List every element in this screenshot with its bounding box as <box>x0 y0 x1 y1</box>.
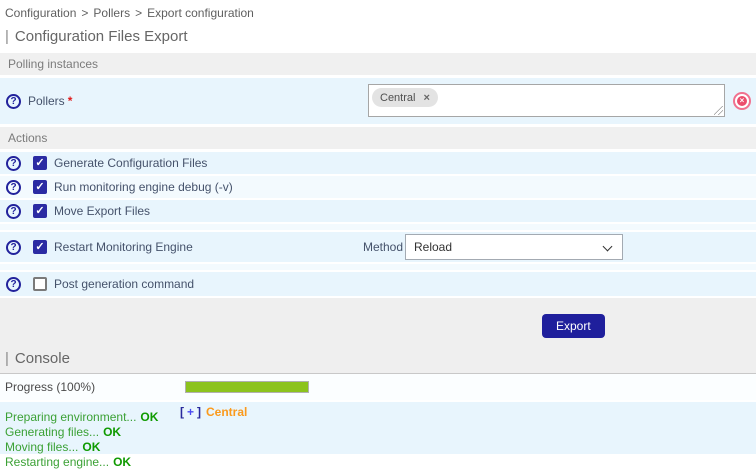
post-generation-label: Post generation command <box>54 277 195 291</box>
title-bar-decoration: | <box>5 28 9 45</box>
log-line: Moving files... OK <box>5 440 158 455</box>
move-files-label: Move Export Files <box>54 204 151 218</box>
help-icon[interactable]: ? <box>6 276 21 292</box>
run-debug-label: Run monitoring engine debug (-v) <box>54 180 233 194</box>
log-line: Generating files... OK <box>5 425 158 440</box>
row-spacer <box>0 224 756 230</box>
console-title: | Console <box>5 350 756 367</box>
progress-bar <box>185 381 309 393</box>
expander-bracket: ] <box>197 405 202 419</box>
progress-percent-text: (100%) <box>56 380 96 394</box>
log-line: Preparing environment... OK <box>5 410 158 425</box>
log-lines: Preparing environment... OK Generating fi… <box>5 410 158 470</box>
log-text: Preparing environment... <box>5 410 137 424</box>
method-label: Method <box>363 240 404 254</box>
row-spacer <box>0 264 756 270</box>
progress-row: Progress (100%) <box>0 374 756 400</box>
chevron-down-icon <box>602 241 613 252</box>
log-line: Restarting engine... OK <box>5 455 158 470</box>
checkmark-icon: ✓ <box>35 205 45 217</box>
poller-node-label: Central <box>206 405 248 419</box>
checkmark-icon: ✓ <box>35 181 45 193</box>
expand-icon[interactable]: + <box>187 405 195 419</box>
clear-selection-icon[interactable]: × <box>733 92 751 110</box>
log-status: OK <box>82 440 101 454</box>
export-button[interactable]: Export <box>542 314 605 338</box>
poller-tag-label: Central <box>380 91 416 104</box>
log-status: OK <box>140 410 159 424</box>
section-header-polling-instances: Polling instances <box>0 53 756 75</box>
console-log: Preparing environment... OK Generating fi… <box>0 402 756 469</box>
section-header-actions: Actions <box>0 127 756 149</box>
generate-config-checkbox[interactable]: ✓ <box>33 156 47 170</box>
expander-bracket: [ <box>180 405 184 419</box>
help-icon[interactable]: ? <box>6 155 21 171</box>
required-marker: * <box>67 94 73 108</box>
poller-tree-node: [+] Central <box>180 405 247 419</box>
title-bar-decoration: | <box>5 350 9 367</box>
log-text: Generating files... <box>5 425 100 439</box>
restart-engine-label: Restart Monitoring Engine <box>54 240 193 254</box>
generate-config-label: Generate Configuration Files <box>54 156 208 170</box>
clear-selection-x: × <box>737 96 747 106</box>
poller-tag-central: Central × <box>372 88 438 107</box>
pollers-label: Pollers <box>28 94 65 108</box>
page-title-text: Configuration Files Export <box>14 28 188 45</box>
breadcrumb-separator: > <box>135 6 143 20</box>
remove-tag-icon[interactable]: × <box>423 91 430 104</box>
log-text: Moving files... <box>5 440 79 454</box>
breadcrumb-export-configuration[interactable]: Export configuration <box>147 6 254 20</box>
help-icon[interactable]: ? <box>6 93 21 109</box>
pollers-row: ? Pollers * Central × × <box>0 78 756 124</box>
move-files-checkbox[interactable]: ✓ <box>33 204 47 218</box>
action-row-move: ? ✓ Move Export Files <box>0 200 756 222</box>
console-title-text: Console <box>14 350 70 367</box>
help-icon[interactable]: ? <box>6 203 21 219</box>
post-generation-checkbox[interactable]: ✓ <box>33 277 47 291</box>
resize-handle-icon[interactable] <box>714 106 723 115</box>
help-icon[interactable]: ? <box>6 179 21 195</box>
help-icon[interactable]: ? <box>6 239 21 255</box>
breadcrumb-pollers[interactable]: Pollers <box>93 6 131 20</box>
progress-label-text: Progress <box>5 380 54 394</box>
action-row-generate: ? ✓ Generate Configuration Files <box>0 152 756 174</box>
breadcrumb-separator: > <box>81 6 89 20</box>
breadcrumb-configuration[interactable]: Configuration <box>5 6 77 20</box>
progress-bar-fill <box>186 382 308 392</box>
breadcrumb: Configuration > Pollers > Export configurati… <box>0 0 756 23</box>
action-row-restart: ? ✓ Restart Monitoring Engine Method Rel… <box>0 232 756 262</box>
method-select-value: Reload <box>414 240 453 254</box>
checkmark-icon: ✓ <box>35 241 45 253</box>
restart-engine-checkbox[interactable]: ✓ <box>33 240 47 254</box>
form-footer: Export | Console <box>0 298 756 374</box>
action-row-debug: ? ✓ Run monitoring engine debug (-v) <box>0 176 756 198</box>
log-status: OK <box>103 425 122 439</box>
page-title: | Configuration Files Export <box>0 23 756 53</box>
method-select[interactable]: Reload <box>405 234 623 260</box>
log-text: Restarting engine... <box>5 455 110 469</box>
action-row-postgen: ? ✓ Post generation command <box>0 272 756 296</box>
checkmark-icon: ✓ <box>35 157 45 169</box>
log-status: OK <box>113 455 132 469</box>
run-debug-checkbox[interactable]: ✓ <box>33 180 47 194</box>
progress-label: Progress (100%) <box>5 380 95 394</box>
pollers-input[interactable]: Central × <box>368 84 725 117</box>
